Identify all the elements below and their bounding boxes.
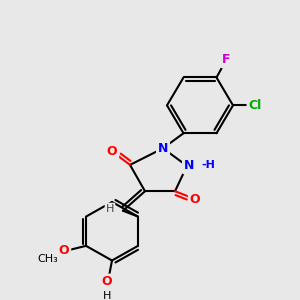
Text: -H: -H xyxy=(201,160,215,170)
Text: N: N xyxy=(158,142,168,155)
Text: F: F xyxy=(222,53,231,66)
Text: N: N xyxy=(184,159,194,172)
Text: Cl: Cl xyxy=(248,99,262,112)
Text: O: O xyxy=(102,275,112,289)
Text: O: O xyxy=(190,193,200,206)
Text: H: H xyxy=(106,204,114,214)
Text: H: H xyxy=(103,291,111,300)
Text: CH₃: CH₃ xyxy=(38,254,58,263)
Text: O: O xyxy=(59,244,69,257)
Text: O: O xyxy=(107,145,117,158)
